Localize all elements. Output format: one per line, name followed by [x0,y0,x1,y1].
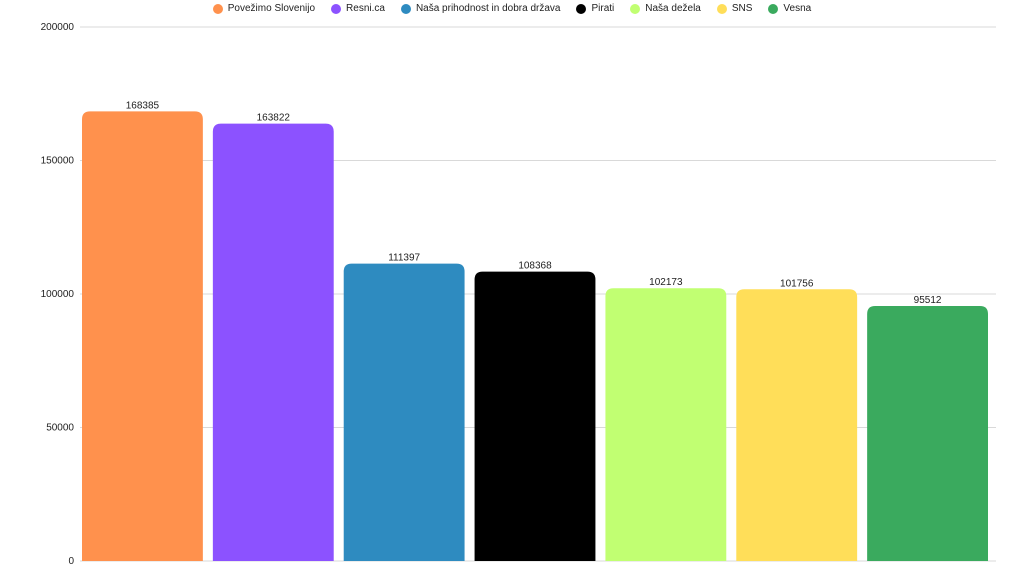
legend-label: SNS [731,3,753,14]
data-label: 101756 [780,278,814,289]
legend-item[interactable]: Naša prihodnost in dobra država [400,3,561,14]
data-label: 95512 [914,295,942,306]
y-tick-label: 100000 [41,289,75,300]
legend-label: Vesna [783,3,812,14]
legend-item[interactable]: Resni.ca [331,3,385,14]
data-label: 102173 [649,277,683,288]
bar[interactable] [212,123,334,561]
legend-label: Pirati [591,3,615,14]
legend-swatch [400,3,411,14]
legend-item[interactable]: Vesna [768,3,811,14]
bar[interactable] [343,263,465,561]
bar[interactable] [82,111,203,561]
legend-item[interactable]: Pirati [576,3,614,14]
legend: Povežimo Slovenijo Resni.ca Naša prihodnos… [0,3,1024,14]
y-tick-label: 0 [68,556,74,567]
bar[interactable] [736,289,858,561]
legend-swatch [331,3,342,14]
data-label: 168385 [126,100,160,111]
legend-swatch [630,3,641,14]
legend-swatch [212,3,223,14]
data-label: 111397 [388,253,420,264]
legend-swatch [768,3,779,14]
legend-label: Resni.ca [346,3,385,14]
data-label: 108368 [518,261,552,272]
bar[interactable] [605,288,727,561]
data-label: 163822 [257,113,291,124]
legend-swatch [576,3,587,14]
legend-item[interactable]: Povežimo Slovenijo [212,3,316,14]
legend-label: Naša dežela [645,3,701,14]
bar[interactable] [867,305,988,561]
legend-label: Povežimo Slovenijo [227,3,316,14]
bar[interactable] [474,271,596,561]
y-tick-label: 200000 [41,22,75,33]
y-tick-label: 50000 [46,423,74,434]
legend-item[interactable]: SNS [716,3,753,14]
legend-swatch [716,3,727,14]
legend-label: Naša prihodnost in dobra država [415,3,561,14]
y-tick-label: 150000 [41,156,75,167]
legend-item[interactable]: Naša dežela [630,3,701,14]
